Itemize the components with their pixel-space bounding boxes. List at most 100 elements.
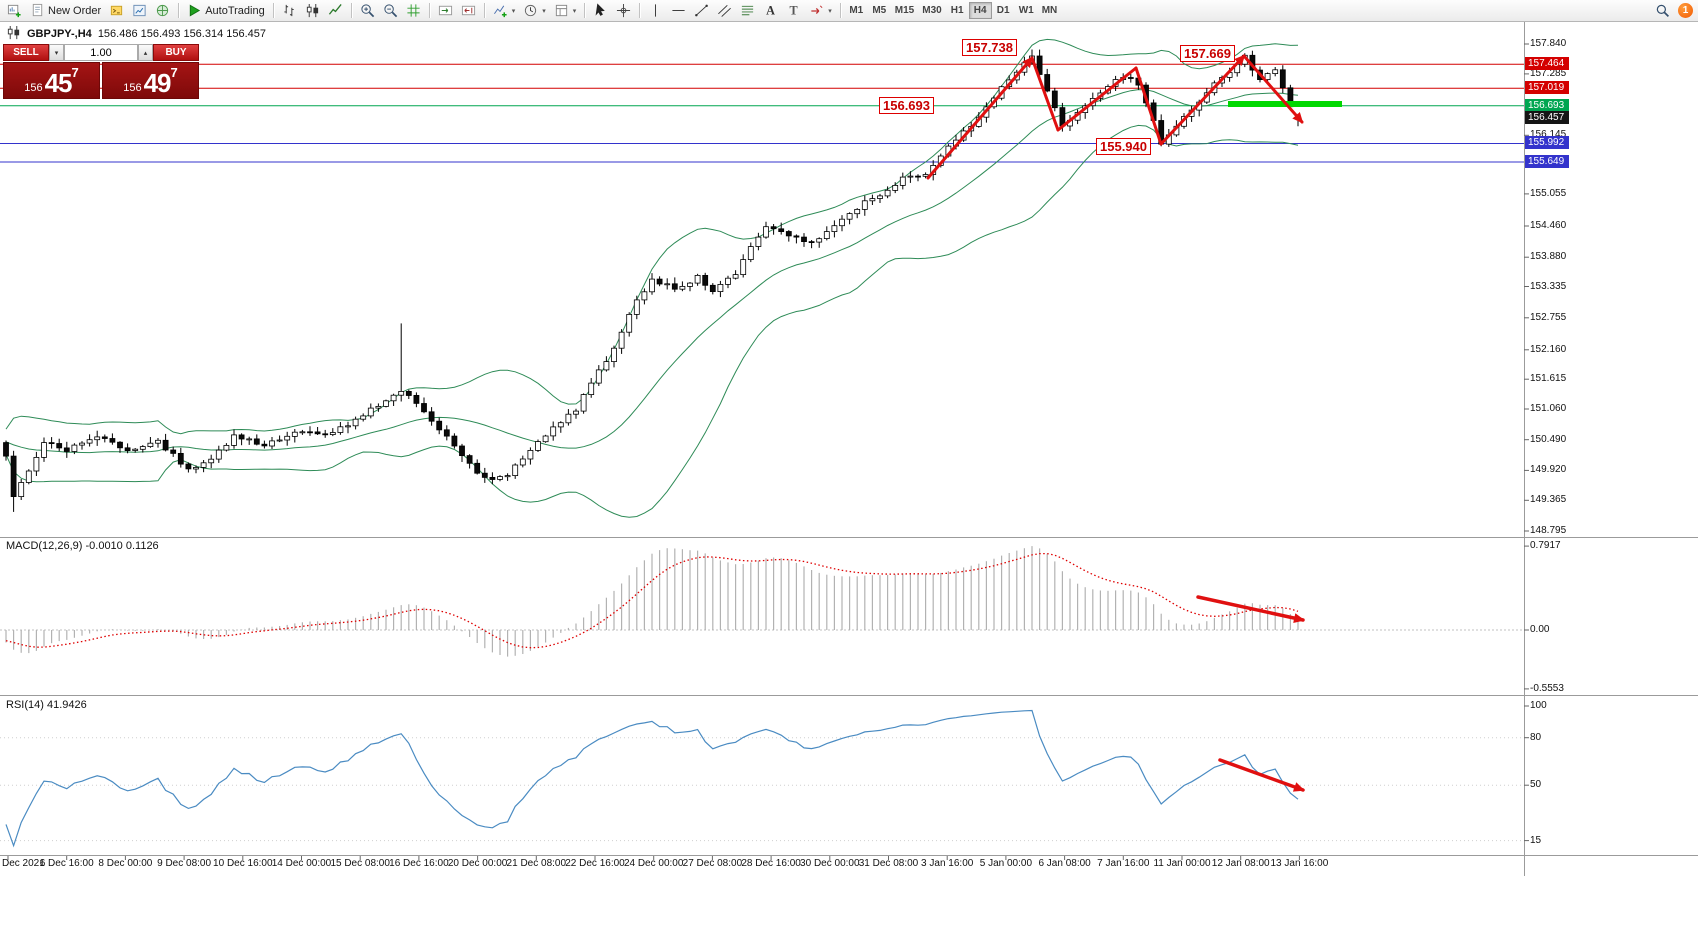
time-axis-label: 30 Dec 00:00 [800, 858, 860, 869]
channel-button[interactable] [713, 2, 736, 20]
cursor-button[interactable] [589, 2, 612, 20]
horizontal-line-icon [671, 3, 686, 18]
crosshair-button[interactable] [612, 2, 635, 20]
rsi-axis-label: 15 [1530, 834, 1542, 846]
new-chart-button[interactable] [3, 2, 26, 20]
auto-scroll-icon [438, 3, 453, 18]
sell-price-sup: 7 [71, 65, 79, 80]
metaeditor-button[interactable] [105, 2, 128, 20]
symbol-title: GBPJPY-,H4 [27, 28, 92, 40]
price-axis-label: 157.285 [1530, 67, 1567, 79]
price-axis-label: 155.055 [1530, 187, 1567, 199]
macd-axis-label: 0.7917 [1530, 540, 1561, 552]
time-axis-label: 16 Dec 16:00 [389, 858, 449, 869]
zoom-out-button[interactable] [379, 2, 402, 20]
dropdown-caret-icon: ▾ [572, 7, 577, 15]
svg-text:A: A [766, 4, 775, 18]
autotrading-icon [187, 3, 202, 18]
timeframe-mn-button[interactable]: MN [1038, 2, 1062, 19]
rsi-axis-label: 100 [1530, 700, 1547, 711]
toolbar-separator [839, 3, 841, 18]
rsi-label: RSI(14) [6, 699, 44, 711]
templates-button[interactable]: ▾ [550, 2, 581, 20]
macd-pane-label: MACD(12,26,9) -0.0010 0.1126 [6, 540, 159, 552]
time-axis-label: 27 Dec 08:00 [682, 858, 743, 869]
zoom-in-button[interactable] [356, 2, 379, 20]
text-button[interactable]: A [759, 2, 782, 20]
buy-button[interactable]: BUY [153, 44, 199, 61]
buy-price-sup: 7 [170, 65, 178, 80]
timeframe-m15-button[interactable]: M15 [891, 2, 918, 19]
chart-symbol-icon [6, 25, 21, 43]
arrows-button[interactable]: ▾ [805, 2, 836, 20]
price-axis-label: 156.145 [1530, 129, 1567, 141]
timeframe-w1-button[interactable]: W1 [1015, 2, 1038, 19]
price-level-badge: 156.693 [1525, 98, 1569, 112]
price-axis-label: 150.490 [1530, 433, 1567, 445]
fibonacci-icon [740, 3, 755, 18]
sell-price-panel[interactable]: 156 45 7 [3, 62, 100, 99]
sell-price-big: 45 [44, 68, 73, 98]
indicators-button[interactable]: ▾ [489, 2, 520, 20]
trendline-button[interactable] [690, 2, 713, 20]
new-order-button[interactable]: New Order [26, 2, 105, 20]
vertical-line-icon [648, 3, 663, 18]
bar-chart-icon [282, 3, 297, 18]
line-chart-button[interactable] [324, 2, 347, 20]
volume-decrease-stepper[interactable]: ▾ [49, 44, 64, 61]
fibonacci-button[interactable] [736, 2, 759, 20]
timeframe-m5-button[interactable]: M5 [868, 2, 891, 19]
candlestick-button[interactable] [301, 2, 324, 20]
timeframe-d1-button[interactable]: D1 [992, 2, 1015, 19]
auto-scroll-button[interactable] [434, 2, 457, 20]
volume-increase-stepper[interactable]: ▴ [138, 44, 153, 61]
timeframe-m30-button[interactable]: M30 [918, 2, 945, 19]
dropdown-caret-icon: ▾ [511, 7, 516, 15]
volume-input[interactable] [64, 44, 138, 61]
chart-shift-button[interactable] [457, 2, 480, 20]
toolbar-separator [178, 3, 180, 18]
buy-price-panel[interactable]: 156 49 7 [102, 62, 199, 99]
metaeditor-icon [109, 3, 124, 18]
price-level-badge: 155.649 [1525, 154, 1569, 168]
sell-price-prefix: 156 [24, 82, 43, 94]
time-axis-label: 14 Dec 00:00 [271, 858, 332, 869]
one-click-trading-widget: SELL ▾ ▴ BUY 156 45 7 156 49 7 [3, 44, 199, 99]
time-axis-label: 13 Jan 16:00 [1270, 858, 1329, 869]
bar-chart-button[interactable] [278, 2, 301, 20]
chart-plot-area[interactable] [0, 22, 1524, 856]
price-annotation[interactable]: 157.738 [962, 39, 1017, 56]
price-annotation[interactable]: 157.669 [1180, 45, 1235, 62]
sell-button[interactable]: SELL [3, 44, 49, 61]
macd-label: MACD(12,26,9) [6, 540, 83, 552]
market-watch-button[interactable] [128, 2, 151, 20]
price-annotation[interactable]: 155.940 [1096, 138, 1151, 155]
toolbar-separator [350, 3, 352, 18]
time-axis-label: 31 Dec 08:00 [858, 858, 919, 869]
rsi-axis-label: 50 [1530, 779, 1542, 791]
price-annotation[interactable]: 156.693 [879, 97, 934, 114]
zoom-in-icon [360, 3, 375, 18]
horizontal-line-button[interactable] [667, 2, 690, 20]
chart-shift-icon [461, 3, 476, 18]
label-button[interactable]: T [782, 2, 805, 20]
toolbar-separator [639, 3, 641, 18]
timeframe-h4-button[interactable]: H4 [968, 2, 992, 19]
search-button[interactable] [1651, 2, 1674, 20]
period-button[interactable]: ▾ [519, 2, 550, 20]
toolbar-separator [483, 3, 485, 18]
timeframe-m1-button[interactable]: M1 [845, 2, 868, 19]
toolbar-right-group: 1 [1651, 2, 1695, 20]
autotrading-button[interactable]: AutoTrading [183, 2, 269, 20]
time-axis-label: 21 Dec 08:00 [506, 858, 567, 869]
grid-button[interactable] [402, 2, 425, 20]
notification-badge[interactable]: 1 [1678, 3, 1693, 18]
toolbar-file-group [3, 2, 26, 20]
time-axis-label: 3 Jan 16:00 [921, 858, 974, 869]
timeframe-h1-button[interactable]: H1 [946, 2, 969, 19]
vertical-line-button[interactable] [644, 2, 667, 20]
navigator-button[interactable] [151, 2, 174, 20]
price-axis-label: 149.920 [1530, 464, 1567, 476]
time-axis-label: 11 Jan 00:00 [1153, 858, 1211, 869]
arrows-icon [809, 3, 824, 18]
